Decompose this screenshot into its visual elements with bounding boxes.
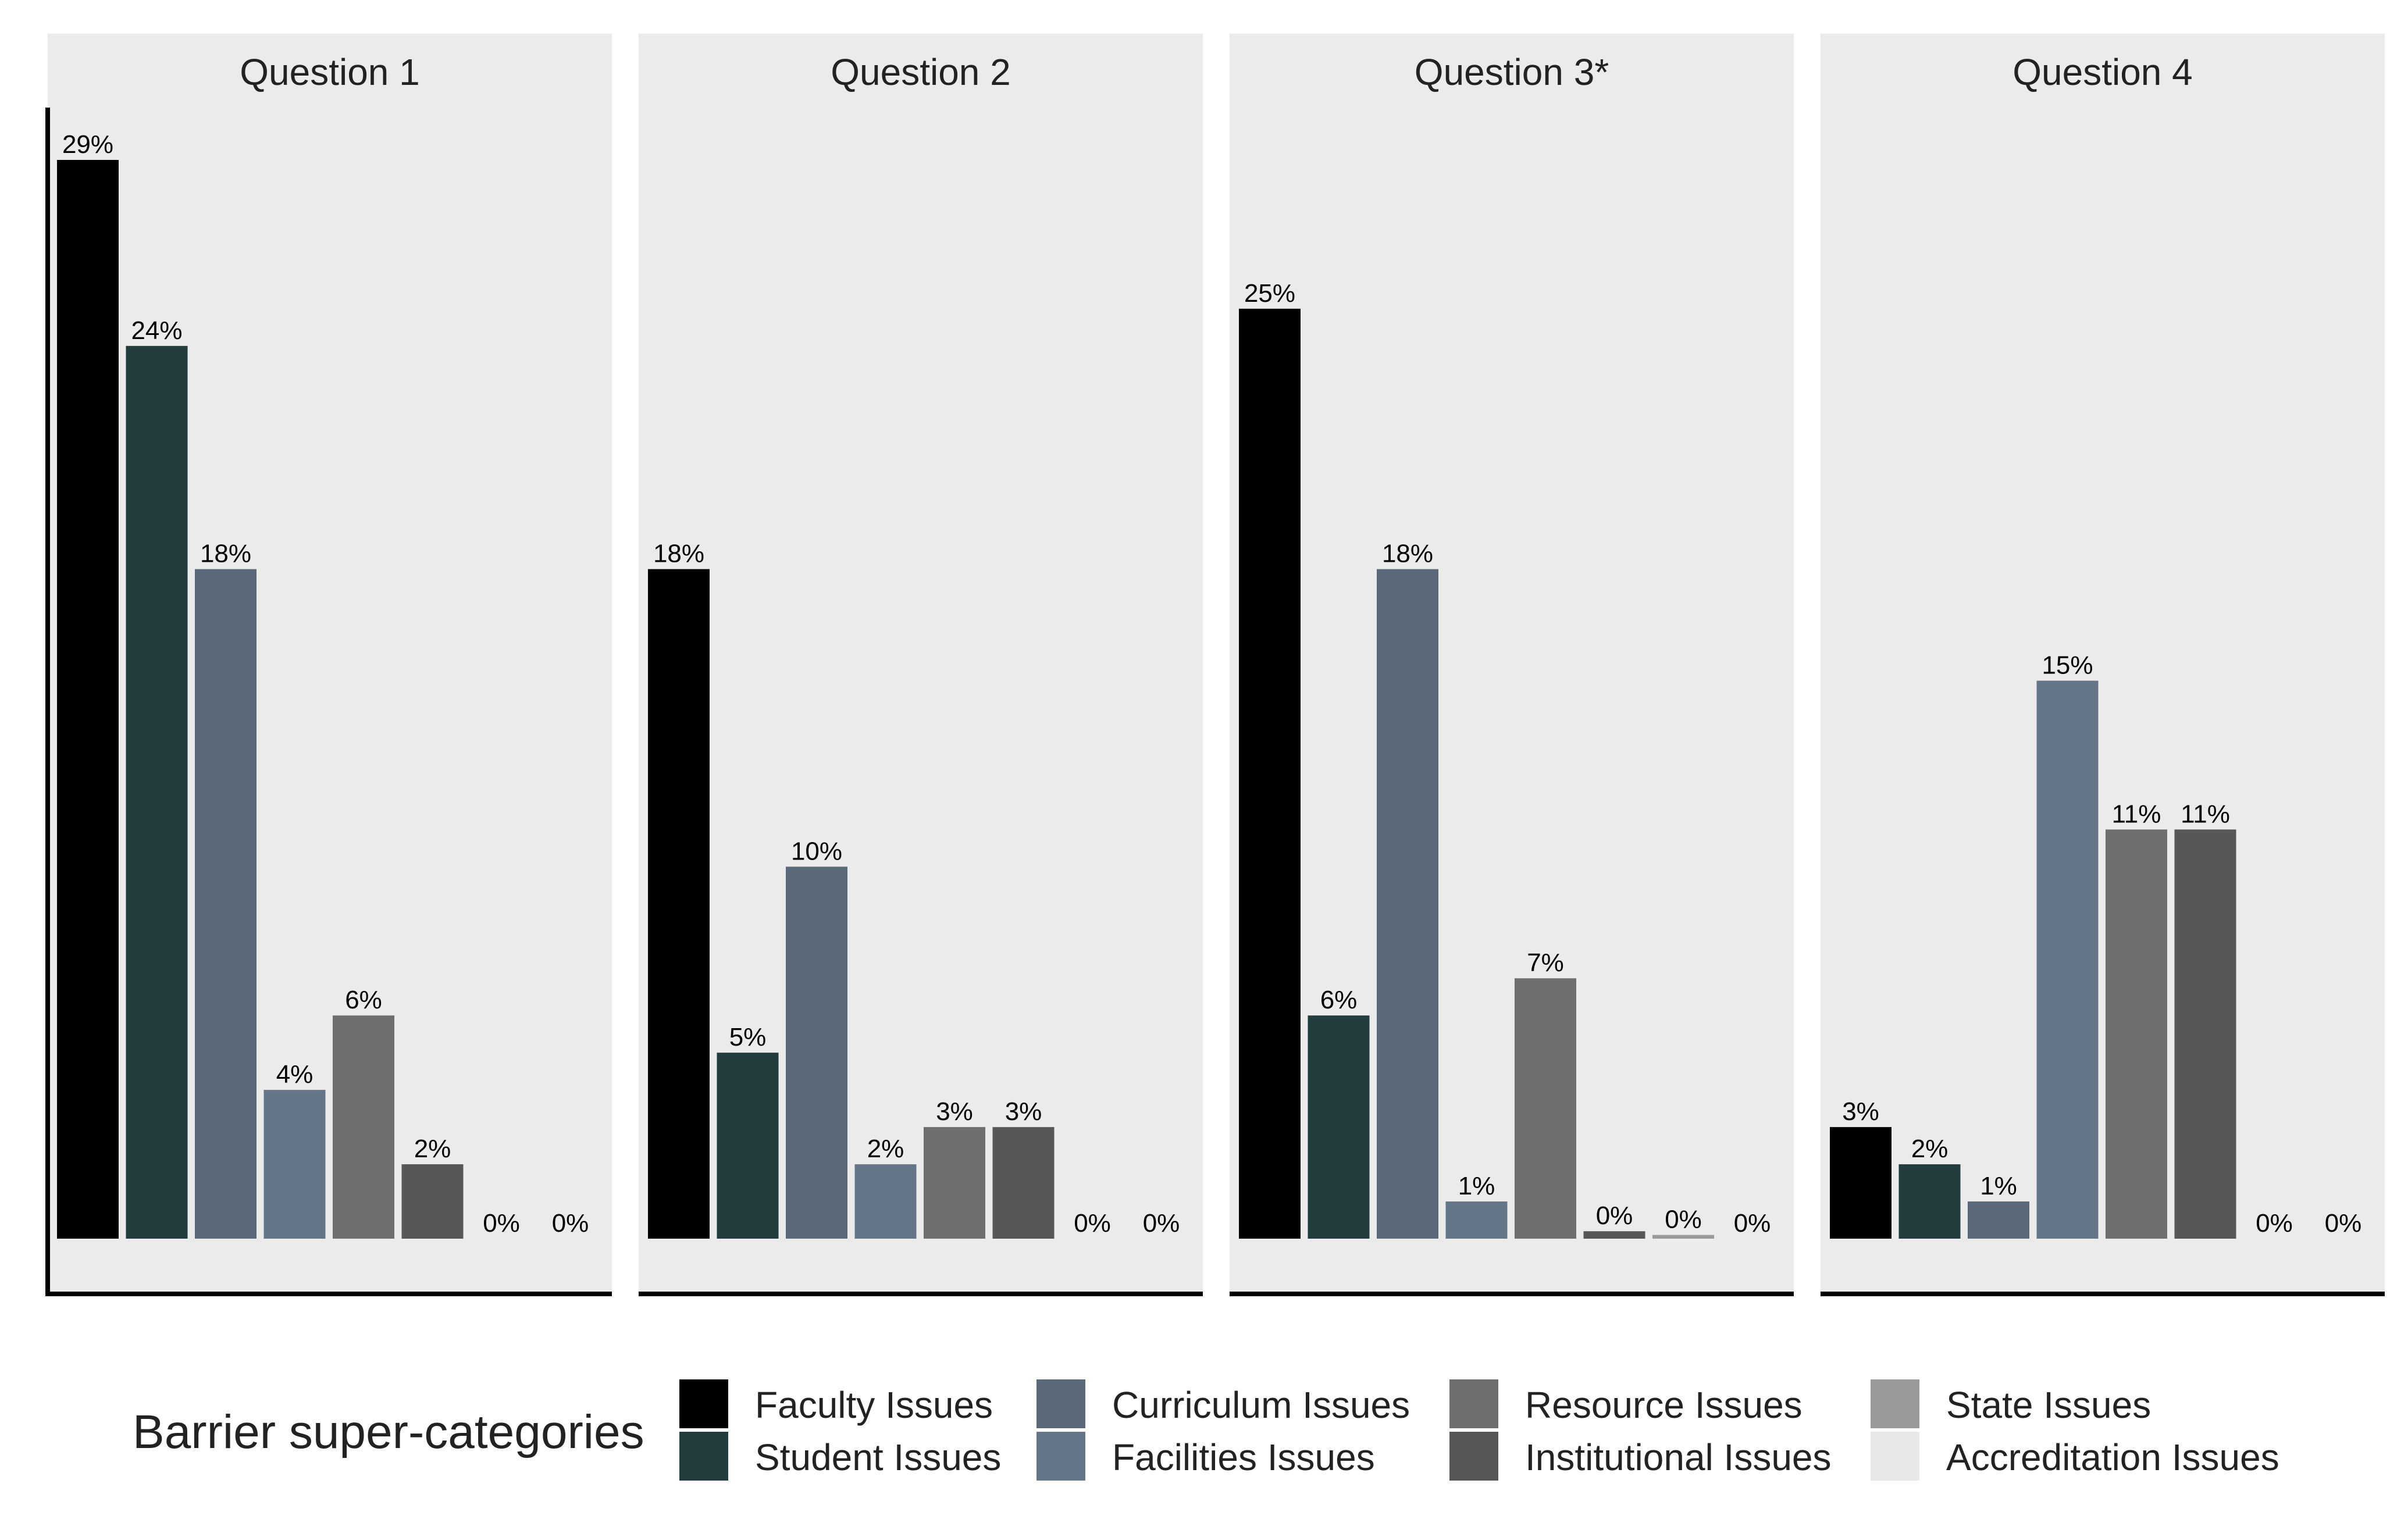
bar-value-label: 2% (867, 1135, 904, 1163)
panel-title: Question 3* (1415, 51, 1609, 93)
bar-resource-issues (924, 1127, 985, 1239)
legend-swatch (1871, 1379, 1919, 1428)
bar-value-label: 18% (200, 540, 251, 568)
bar-value-label: 0% (1596, 1201, 1633, 1230)
legend-label: Facilities Issues (1112, 1436, 1375, 1478)
panel-1: Question 1 29% 24% 18% 4% 6% 2% 0% 0% (48, 34, 612, 1294)
bar-value-label: 5% (729, 1023, 767, 1051)
bar-value-label: 1% (1980, 1172, 2017, 1200)
bar-value-label: 4% (276, 1060, 314, 1089)
bar-student-issues (126, 345, 188, 1239)
panel-background (1821, 34, 2385, 1294)
panel-4: Question 4 3% 2% 1% 15% 11% 11% 0% 0% (1821, 34, 2385, 1294)
bar-faculty-issues (1239, 308, 1301, 1239)
bar-value-label: 11% (2112, 800, 2161, 828)
legend-item-accreditation-issues: Accreditation Issues (1871, 1432, 2279, 1481)
bar-value-label: 0% (483, 1209, 520, 1238)
bar-curriculum-issues (1968, 1201, 2029, 1239)
bar-value-label: 0% (552, 1209, 589, 1238)
panel-title: Question 4 (2012, 51, 2193, 93)
bar-resource-issues (1515, 978, 1576, 1239)
legend: Barrier super-categories Faculty Issues S… (133, 1379, 2279, 1481)
facet-panels: Question 1 29% 24% 18% 4% 6% 2% 0% 0% Question 2 1… (48, 34, 2385, 1294)
bar-value-label: 0% (1734, 1209, 1771, 1238)
bar-value-label: 0% (2256, 1209, 2293, 1238)
axes (45, 108, 2385, 1296)
bar-curriculum-issues (786, 866, 847, 1239)
legend-swatch (1871, 1432, 1919, 1481)
legend-swatch (1036, 1432, 1085, 1481)
bar-value-label: 3% (936, 1097, 973, 1126)
bar-institutional-issues (2174, 829, 2236, 1239)
legend-label: Curriculum Issues (1112, 1384, 1410, 1426)
bar-state-issues (1652, 1235, 1714, 1239)
bar-value-label: 0% (1143, 1209, 1180, 1238)
bar-value-label: 2% (1911, 1135, 1949, 1163)
legend-item-facilities-issues: Facilities Issues (1036, 1432, 1375, 1481)
legend-items: Faculty Issues Student Issues Curriculum I… (679, 1379, 2279, 1481)
bar-value-label: 2% (414, 1135, 451, 1163)
legend-item-student-issues: Student Issues (679, 1432, 1001, 1481)
bar-institutional-issues (992, 1127, 1055, 1239)
bar-student-issues (717, 1053, 779, 1239)
panel-title: Question 2 (831, 51, 1011, 93)
bar-facilities-issues (854, 1164, 917, 1239)
bar-value-label: 1% (1458, 1172, 1495, 1200)
bar-value-label: 11% (2181, 800, 2230, 828)
legend-item-curriculum-issues: Curriculum Issues (1036, 1379, 1410, 1428)
bar-faculty-issues (648, 569, 710, 1239)
legend-item-faculty-issues: Faculty Issues (679, 1379, 993, 1428)
bar-facilities-issues (263, 1090, 326, 1239)
legend-label: Faculty Issues (755, 1384, 993, 1426)
bar-value-label: 6% (1320, 986, 1358, 1014)
bar-value-label: 7% (1527, 948, 1564, 977)
legend-label: Accreditation Issues (1946, 1436, 2279, 1478)
bar-value-label: 3% (1005, 1097, 1042, 1126)
bar-resource-issues (2106, 829, 2167, 1239)
bar-student-issues (1898, 1164, 1961, 1239)
legend-label: Institutional Issues (1525, 1436, 1832, 1478)
bar-student-issues (1308, 1015, 1370, 1239)
bar-facilities-issues (1445, 1201, 1508, 1239)
bar-value-label: 29% (62, 130, 113, 159)
panel-title: Question 1 (240, 51, 420, 93)
panel-2: Question 2 18% 5% 10% 2% 3% 3% 0% 0% (639, 34, 1203, 1294)
bar-facilities-issues (2036, 680, 2099, 1239)
bar-value-label: 6% (345, 986, 382, 1014)
legend-item-institutional-issues: Institutional Issues (1449, 1432, 1832, 1481)
bar-faculty-issues (1830, 1127, 1892, 1239)
bar-value-label: 18% (1382, 540, 1433, 568)
bar-curriculum-issues (195, 569, 257, 1239)
legend-swatch (679, 1379, 728, 1428)
bar-faculty-issues (57, 160, 119, 1239)
bar-institutional-issues (401, 1164, 464, 1239)
bar-value-label: 0% (1665, 1206, 1702, 1234)
legend-label: Resource Issues (1525, 1384, 1803, 1426)
bar-value-label: 15% (2042, 651, 2093, 680)
legend-swatch (1449, 1432, 1498, 1481)
legend-title: Barrier super-categories (133, 1406, 644, 1458)
legend-label: Student Issues (755, 1436, 1001, 1478)
legend-swatch (1036, 1379, 1085, 1428)
legend-swatch (1449, 1379, 1498, 1428)
bar-value-label: 10% (791, 837, 842, 865)
legend-item-state-issues: State Issues (1871, 1379, 2151, 1428)
legend-swatch (679, 1432, 728, 1481)
legend-item-resource-issues: Resource Issues (1449, 1379, 1803, 1428)
bar-value-label: 0% (1074, 1209, 1111, 1238)
bar-value-label: 24% (131, 316, 182, 345)
legend-label: State Issues (1946, 1384, 2151, 1426)
bar-value-label: 25% (1244, 279, 1295, 308)
bar-value-label: 18% (653, 540, 704, 568)
bar-value-label: 0% (2325, 1209, 2362, 1238)
bar-curriculum-issues (1377, 569, 1438, 1239)
bar-resource-issues (333, 1015, 394, 1239)
bar-institutional-issues (1583, 1231, 1645, 1239)
bar-value-label: 3% (1842, 1097, 1879, 1126)
panel-3: Question 3* 25% 6% 18% 1% 7% 0% 0% 0% (1230, 34, 1794, 1294)
